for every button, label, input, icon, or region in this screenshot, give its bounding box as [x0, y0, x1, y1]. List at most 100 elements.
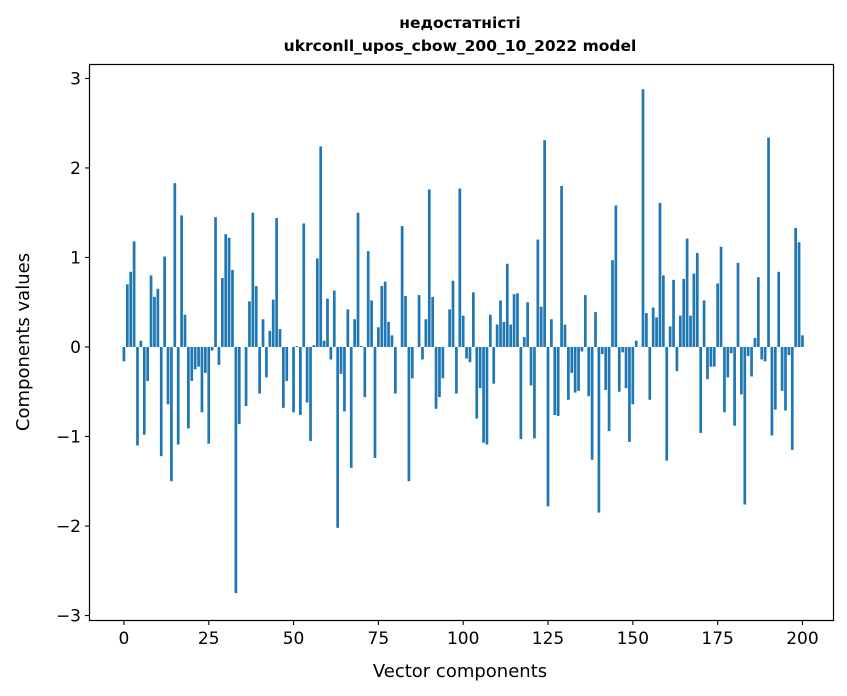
bar-16 — [176, 346, 180, 445]
bar-188 — [760, 346, 764, 360]
bar-31 — [227, 237, 231, 347]
bar-88 — [421, 346, 424, 360]
bar-167 — [689, 315, 692, 347]
bar-0 — [122, 346, 126, 362]
bar-144 — [611, 260, 614, 347]
bar-50 — [292, 346, 295, 413]
bar-169 — [695, 252, 699, 347]
y-tick-label-0: −3 — [56, 607, 81, 627]
bar-156 — [651, 307, 655, 347]
bar-137 — [587, 346, 591, 397]
bar-75 — [377, 327, 380, 347]
bar-59 — [322, 340, 326, 347]
bar-171 — [702, 300, 706, 347]
x-tick-label-1: 25 — [198, 629, 220, 649]
bar-134 — [577, 346, 580, 391]
bar-6 — [142, 346, 146, 435]
bar-39 — [254, 286, 258, 347]
bar-84 — [407, 346, 411, 482]
chart-title-line1: недостатністі — [399, 14, 521, 32]
bar-18 — [183, 314, 187, 347]
bar-64 — [339, 346, 343, 374]
bar-67 — [349, 346, 353, 468]
x-axis-ticks: 0 25 50 75 100 125 150 175 200 — [119, 620, 819, 649]
bar-146 — [617, 346, 621, 392]
bar-100 — [461, 315, 465, 347]
bar-3 — [132, 241, 136, 347]
bar-23 — [200, 346, 204, 413]
bar-157 — [655, 317, 658, 347]
bar-121 — [533, 346, 536, 439]
bar-40 — [258, 346, 261, 394]
bar-11 — [159, 346, 163, 457]
y-tick-label-1: −2 — [56, 517, 81, 537]
bar-109 — [492, 346, 496, 384]
bar-193 — [777, 271, 781, 347]
bar-74 — [373, 346, 377, 458]
bar-116 — [516, 293, 519, 347]
bar-147 — [621, 346, 625, 353]
bar-173 — [709, 346, 713, 367]
bar-111 — [499, 300, 502, 347]
bar-158 — [658, 202, 662, 347]
bar-79 — [390, 335, 394, 347]
bar-29 — [220, 278, 224, 347]
bar-183 — [743, 346, 747, 505]
bar-38 — [251, 212, 255, 347]
bar-151 — [634, 340, 638, 347]
bar-89 — [424, 319, 428, 347]
bar-45 — [275, 218, 278, 347]
bar-55 — [309, 346, 312, 441]
bar-12 — [163, 256, 166, 347]
bar-70 — [360, 346, 363, 347]
bar-66 — [346, 309, 350, 347]
bar-96 — [448, 309, 451, 347]
bar-127 — [553, 346, 557, 416]
bar-72 — [366, 251, 370, 347]
bar-22 — [197, 346, 200, 367]
bar-91 — [431, 296, 435, 347]
bar-190 — [767, 137, 770, 347]
bar-168 — [692, 273, 696, 347]
bar-175 — [716, 283, 719, 347]
bar-117 — [519, 346, 523, 440]
bar-123 — [539, 306, 543, 347]
bar-73 — [370, 300, 373, 347]
bar-53 — [302, 223, 306, 347]
bar-110 — [495, 324, 499, 347]
bar-37 — [248, 301, 251, 347]
bar-131 — [567, 346, 570, 400]
bar-192 — [773, 346, 777, 410]
bar-161 — [668, 326, 672, 347]
bar-162 — [672, 279, 675, 347]
bar-69 — [356, 212, 360, 347]
bar-60 — [326, 298, 329, 347]
bar-27 — [214, 217, 217, 347]
bar-97 — [451, 280, 455, 347]
bar-126 — [550, 319, 553, 347]
bar-154 — [645, 312, 648, 347]
bar-46 — [278, 329, 282, 347]
bar-141 — [600, 346, 604, 355]
y-axis-ticks: −3 −2 −1 0 1 2 3 — [56, 69, 90, 627]
bar-71 — [363, 346, 367, 398]
bar-128 — [556, 346, 560, 416]
bar-118 — [522, 337, 526, 347]
bar-130 — [563, 324, 567, 347]
bar-42 — [265, 346, 268, 378]
bar-47 — [282, 346, 285, 408]
bar-160 — [665, 346, 669, 461]
bar-13 — [166, 346, 170, 405]
plot-frame — [88, 63, 835, 622]
bar-99 — [458, 188, 462, 347]
bar-132 — [570, 346, 574, 373]
bar-189 — [763, 346, 767, 362]
y-tick-label-3: 0 — [70, 338, 81, 358]
bar-122 — [536, 239, 540, 347]
bar-124 — [543, 140, 546, 347]
bar-187 — [757, 277, 760, 347]
bar-119 — [526, 302, 530, 347]
bar-63 — [336, 346, 340, 528]
chart-title-line2: ukrconll_upos_cbow_200_10_2022 model — [284, 37, 637, 55]
bar-44 — [271, 299, 275, 347]
